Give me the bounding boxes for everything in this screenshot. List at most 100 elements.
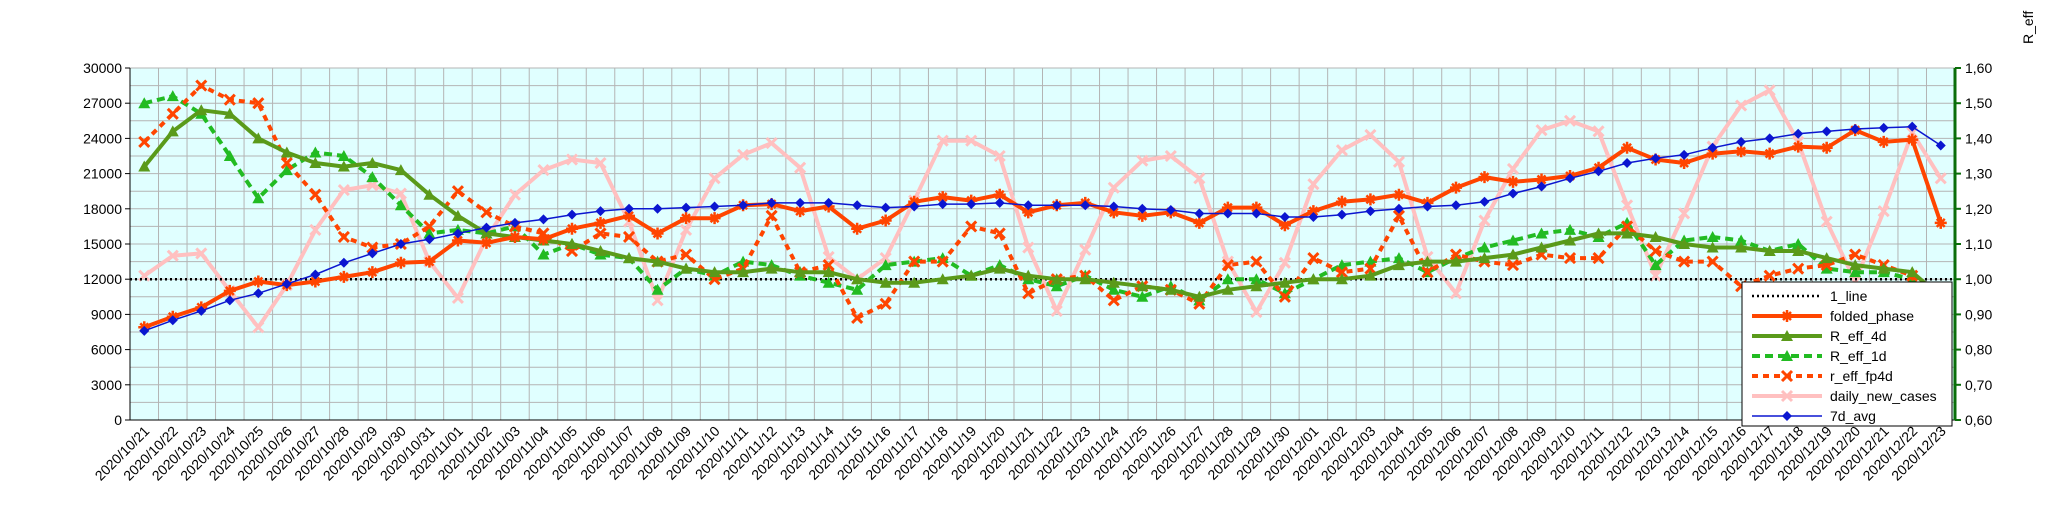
data-point [1878,122,1889,133]
data-point [394,199,407,211]
data-point [794,205,807,218]
right-tick-label: 1,00 [1965,271,1992,287]
data-point [281,278,292,289]
data-point [1279,212,1290,223]
data-point [1022,241,1035,254]
data-point [1392,155,1406,168]
data-point [1564,223,1577,235]
data-point [509,217,520,228]
legend-label: R_eff_1d [1830,348,1887,364]
data-point [1221,273,1234,285]
data-point [1392,259,1405,271]
data-point [1792,262,1805,275]
data-point [337,270,350,283]
right-tick-label: 0,90 [1965,306,1992,322]
data-point [1535,124,1548,137]
data-point [451,291,464,305]
data-point [1478,171,1491,184]
data-point [1449,181,1462,194]
data-point [1136,209,1149,222]
right-tick-label: 0,70 [1965,377,1992,393]
data-point [1736,136,1747,147]
right-axis-ticks: 0,60 0,70 0,80 0,90 1,00 1,10 1,20 1,30 1,40 1,50… [1955,60,1992,428]
left-tick-label: 9000 [91,306,122,322]
data-point [1250,273,1263,285]
data-point [1335,144,1348,157]
legend-marker [1780,369,1794,383]
data-point [993,262,1006,274]
data-point [537,164,550,177]
data-point [566,209,577,220]
data-point [1335,266,1348,279]
data-point [651,294,664,307]
data-point [1650,153,1661,164]
data-point [223,93,236,106]
data-point [337,183,350,197]
data-point [680,262,693,274]
data-point [565,222,578,235]
data-point [452,228,463,239]
data-point [310,269,321,280]
legend-label: R_eff_4d [1830,328,1887,344]
data-point [594,245,607,257]
legend-marker [1781,350,1793,361]
data-point [1763,84,1776,97]
data-point [1308,212,1319,223]
data-point [252,275,265,288]
data-point [366,266,379,279]
data-point [367,248,378,259]
data-point [195,79,208,92]
legend-marker [1780,389,1794,403]
data-point [1364,128,1377,141]
legend-box [1741,281,1953,427]
data-point [623,252,636,264]
right-tick-label: 0,60 [1965,412,1992,428]
data-point [1107,294,1120,307]
data-point [366,157,379,169]
data-point [138,135,151,148]
data-point [1193,172,1206,185]
data-point [679,248,693,261]
data-point [794,161,807,174]
data-point [1563,114,1577,127]
data-point [538,214,549,225]
data-point [423,220,436,233]
data-point [1194,208,1205,219]
data-point [1649,244,1662,258]
data-point [680,212,693,225]
data-point [708,172,721,185]
data-point [395,239,406,249]
data-point [338,257,349,268]
data-point [795,197,806,208]
data-point [993,227,1006,240]
series-R-eff-4d [138,104,1947,302]
data-point [1079,273,1092,285]
data-point [1792,140,1805,153]
data-point [1336,209,1347,220]
data-point [594,227,607,240]
data-point [822,266,835,278]
data-point [1050,304,1063,317]
data-point [1877,262,1890,274]
data-point [1649,269,1662,282]
series-line [144,125,1942,332]
data-point [1678,157,1691,170]
data-point [1079,243,1092,256]
data-point [423,227,436,239]
right-tick-label: 1,30 [1965,166,1992,182]
x-axis-ticks: 2020/10/212020/10/222020/10/232020/10/24… [92,423,1949,484]
series-line [143,94,1943,361]
data-point [1934,216,1947,229]
legend-label: 1_line [1830,288,1868,304]
data-point [139,325,150,336]
data-point [1706,230,1719,242]
data-point [1136,290,1149,302]
data-point [1506,162,1520,175]
data-point [1678,238,1691,249]
data-point [394,256,407,269]
data-point [1507,234,1520,246]
data-point [623,209,636,222]
data-point [1849,266,1862,278]
right-axis-label: R_eff [2020,11,2036,44]
data-point [1307,252,1320,265]
